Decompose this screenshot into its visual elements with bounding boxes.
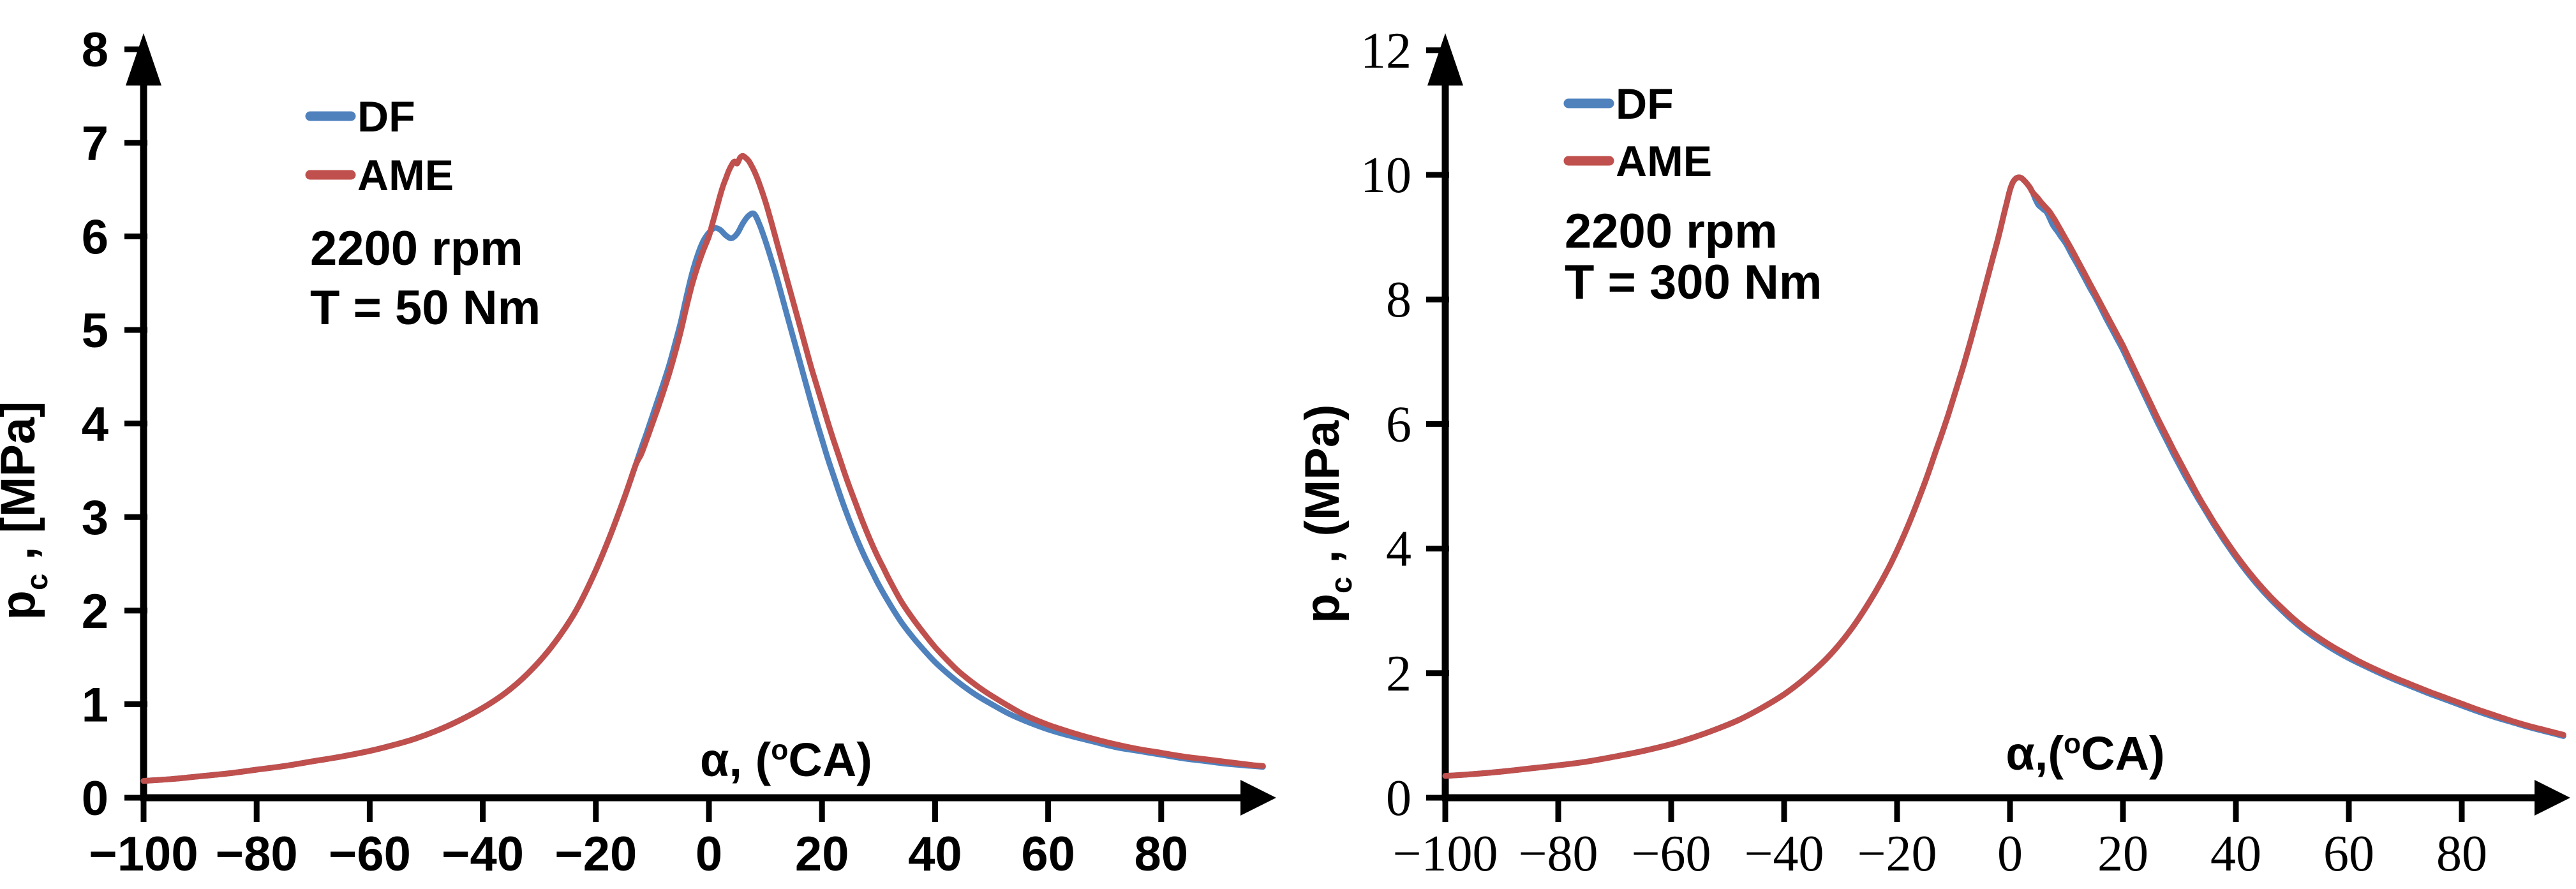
annotation-speed-right: 2200 rpm bbox=[1565, 204, 1778, 258]
y-tick-label-right: 12 bbox=[1360, 23, 1411, 79]
x-tick-label-right: −100 bbox=[1392, 826, 1498, 882]
x-tick-label-right: −20 bbox=[1857, 826, 1937, 882]
x-tick-label-left: −100 bbox=[89, 827, 198, 881]
x-tick-label-left: −80 bbox=[216, 827, 298, 881]
x-tick-label-right: −40 bbox=[1744, 826, 1824, 882]
x-tick-label-left: 20 bbox=[795, 827, 849, 881]
chart-left-pc-vs-ca-50nm: 0 1 2 3 4 5 6 7 8 −100 −80 −60 −40 −20 0 20 40 60 80 pc​ , … bbox=[0, 23, 1276, 881]
y-tick-label-right: 4 bbox=[1386, 521, 1411, 578]
chart-right-pc-vs-ca-300nm: 0 2 4 6 8 10 12 −100 −80 −60 −40 −20 0 20 40 60 80 pc​ , … bbox=[1295, 23, 2570, 882]
x-tick-label-right: 40 bbox=[2210, 826, 2261, 882]
legend-label-df-right: DF bbox=[1616, 80, 1674, 128]
y-tick-label-left: 3 bbox=[82, 491, 108, 545]
curve-ame-right bbox=[1442, 174, 2566, 779]
x-tick-label-right: 60 bbox=[2323, 826, 2374, 882]
y-tick-label-right: 6 bbox=[1386, 396, 1411, 452]
x-tick-label-left: 60 bbox=[1021, 827, 1075, 881]
legend-label-ame-right: AME bbox=[1616, 137, 1712, 186]
y-tick-label-left: 2 bbox=[82, 585, 108, 639]
x-tick-label-left: −40 bbox=[442, 827, 524, 881]
y-tick-label-left: 7 bbox=[82, 117, 108, 171]
y-axis-arrow-icon-right bbox=[1427, 33, 1463, 86]
y-tick-label-left: 1 bbox=[82, 678, 108, 732]
annotation-speed-left: 2200 rpm bbox=[310, 221, 523, 276]
annotation-torque-left: T = 50 Nm bbox=[310, 281, 540, 335]
y-axis-arrow-icon-left bbox=[126, 33, 161, 86]
x-axis-title-left: α, (o​CA) bbox=[700, 733, 872, 786]
x-tick-label-right: 20 bbox=[2097, 826, 2148, 882]
x-tick-label-left: −20 bbox=[555, 827, 637, 881]
y-tick-label-left: 6 bbox=[82, 210, 108, 264]
x-tick-label-right: −80 bbox=[1518, 826, 1598, 882]
y-tick-label-right: 2 bbox=[1386, 646, 1411, 702]
legend-label-ame-left: AME bbox=[357, 151, 454, 200]
y-tick-label-left: 0 bbox=[82, 772, 108, 826]
y-axis-title-right: pc​ , (MPa) bbox=[1295, 405, 1358, 624]
y-tick-label-left: 8 bbox=[82, 23, 108, 77]
x-tick-label-right: −60 bbox=[1631, 826, 1711, 882]
x-tick-label-left: 40 bbox=[908, 827, 962, 881]
y-tick-label-right: 10 bbox=[1360, 147, 1411, 204]
y-tick-label-left: 4 bbox=[82, 398, 108, 452]
x-tick-label-left: −60 bbox=[329, 827, 411, 881]
x-tick-label-right: 0 bbox=[1997, 826, 2023, 882]
curve-ame-left bbox=[140, 153, 1266, 784]
x-tick-label-left: 80 bbox=[1135, 827, 1189, 881]
x-axis-arrow-icon-right bbox=[2535, 780, 2570, 816]
legend-label-df-left: DF bbox=[357, 93, 415, 141]
y-axis-title-left: pc​ , [MPa] bbox=[0, 401, 54, 620]
annotation-torque-right: T = 300 Nm bbox=[1565, 255, 1822, 310]
x-tick-label-right: 80 bbox=[2436, 826, 2487, 882]
y-tick-label-right: 8 bbox=[1386, 272, 1411, 328]
x-tick-label-left: 0 bbox=[696, 827, 722, 881]
x-axis-arrow-icon-left bbox=[1240, 780, 1276, 816]
y-tick-label-left: 5 bbox=[82, 304, 108, 358]
x-axis-title-right: α,(o​CA) bbox=[2006, 727, 2164, 780]
y-tick-label-right: 0 bbox=[1386, 770, 1411, 826]
